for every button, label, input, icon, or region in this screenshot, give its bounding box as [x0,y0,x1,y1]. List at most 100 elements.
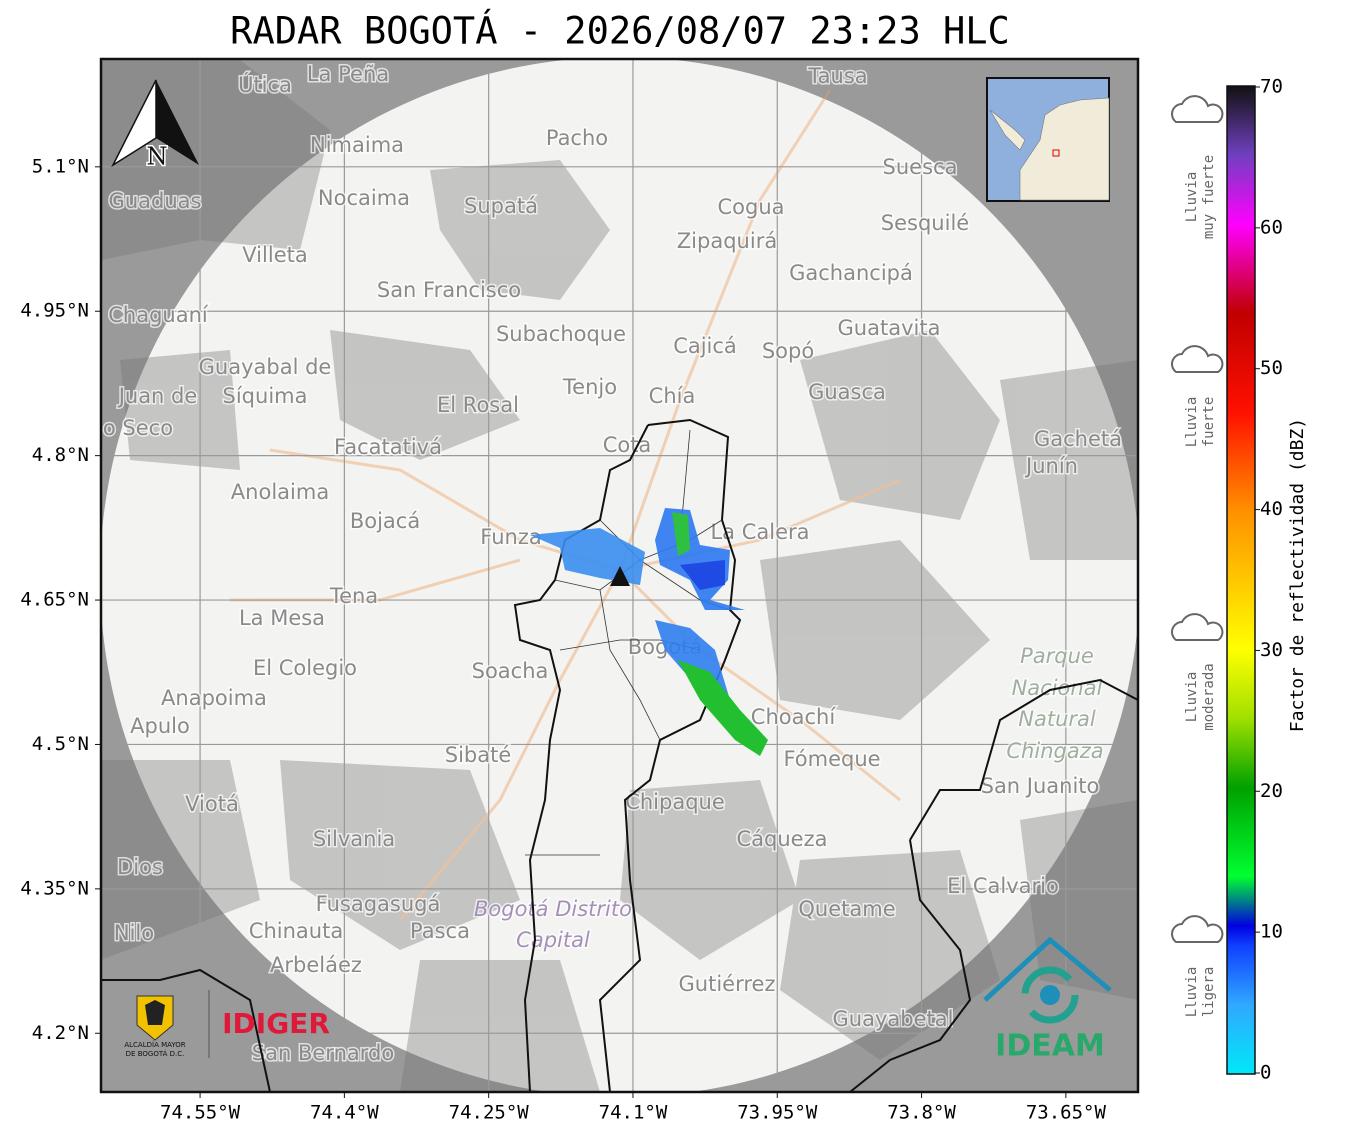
y-tick-label: 4.65°N [20,589,89,611]
place-label: El Rosal [437,393,519,417]
category-line: Lluvia [1184,967,1200,1018]
weather-icon [1171,613,1224,641]
place-label: Facatativá [334,435,442,459]
place-label: Nilo [114,921,154,945]
y-tick-label: 4.8°N [32,444,89,466]
alcaldia-line: ALCALDÍA MAYOR [124,1040,185,1049]
place-label: Chipaque [625,790,725,814]
x-tick-label: 73.65°W [1026,1102,1107,1124]
ideam-logo: IDEAM [995,1029,1105,1064]
place-label: Fusagasugá [316,892,441,916]
place-label: Útica [238,72,292,97]
place-label: Quetame [798,897,895,921]
colorbar-tick-label: 0 [1260,1062,1271,1084]
x-tick-label: 74.4°W [310,1102,379,1124]
place-label: Gachetá [1034,427,1122,451]
place-label: Nimaima [310,133,404,157]
y-tick-label: 4.95°N [20,300,89,322]
place-label: Tena [329,584,378,608]
place-label: Subachoque [496,322,626,346]
place-label: Cogua [717,195,784,219]
place-label: Anapoima [161,686,267,710]
place-label: Sesquilé [881,211,969,235]
rain-categories: Lluviamuy fuerteLluviafuerteLluviamodera… [1171,95,1224,1018]
category-line: moderada [1201,663,1217,730]
place-label: Capital [516,928,590,952]
place-label: Chinauta [249,919,343,943]
alcaldia-line: DE BOGOTÁ D.C. [126,1049,185,1058]
place-label: Chía [649,384,696,408]
category-label: Lluvialigera [1184,967,1217,1018]
category-line: ligera [1201,967,1217,1018]
axes: 74.55°W 74.4°W 74.25°W 74.1°W 73.95°W 73.8°W 7… [20,155,1106,1123]
place-label: Gachancipá [789,261,913,285]
colorbar-tick-label: 10 [1260,921,1283,943]
place-label: Tenjo [562,375,617,399]
place-label: Soacha [472,659,549,683]
x-tick-label: 74.55°W [160,1102,241,1124]
weather-icon [1171,915,1224,943]
place-label: Zipaquirá [677,229,777,253]
logos: ALCALDÍA MAYOR DE BOGOTÁ D.C. IDIGER IDE… [124,936,1112,1064]
north-arrow: N [111,79,199,172]
place-label: Guayabal de [199,355,332,379]
place-label: Chingaza [1006,739,1103,763]
radar-site [610,566,630,586]
place-label: Apulo [130,714,190,738]
category-label: Lluviafuerte [1184,397,1217,448]
category-line: Lluvia [1184,397,1200,448]
x-tick-label: 73.95°W [737,1102,818,1124]
y-tick-label: 4.2°N [32,1022,89,1044]
place-label: Pasca [410,919,470,943]
boundaries [101,418,1138,1092]
colorbar-tick-label: 60 [1260,216,1283,238]
place-label: Viotá [185,792,239,816]
place-label: Guatavita [838,316,941,340]
y-tick-label: 5.1°N [32,155,89,177]
weather-icon [1171,95,1224,123]
place-label: Pacho [546,126,608,150]
category-line: fuerte [1201,397,1217,448]
place-label: Suesca [883,155,958,179]
place-label: La Mesa [239,606,325,630]
place-label: Síquima [223,384,308,408]
place-label: El Colegio [253,656,357,680]
place-label: Gutiérrez [679,972,776,996]
place-label: Villeta [242,243,307,267]
inset-map [986,77,1110,202]
y-tick-label: 4.35°N [20,877,89,899]
place-label: Arbeláez [270,953,362,977]
place-label: San Bernardo [252,1041,394,1065]
place-label: El Calvario [947,874,1059,898]
place-label: Sopó [762,339,814,363]
place-label: Junín [1024,454,1078,478]
place-label: Bogotá Distrito [474,897,632,921]
place-label: Nacional [1012,676,1103,700]
colorbar-label: Factor de reflectividad (dBZ) [1287,418,1308,732]
place-labels: La Peña Útica Tausa Pacho Nimaima Guaduas Noca… [101,61,1123,1067]
place-label: Juan de [117,384,198,408]
y-tick-label: 4.5°N [32,733,89,755]
place-label: Choachí [751,705,837,729]
place-label: Silvania [313,827,395,851]
category-line: Lluvia [1184,172,1200,223]
place-label: Supatá [464,194,538,218]
place-label: San Juanito [981,774,1100,798]
place-label: Cáqueza [737,827,828,851]
north-label: N [147,143,168,171]
place-label: Funza [480,525,541,549]
place-label: Natural [1018,707,1096,731]
place-label: o Seco [103,416,173,440]
place-label: Guaduas [109,189,202,213]
place-label: Parque [1020,644,1094,668]
place-label: Dios [117,855,163,879]
colorbar [1226,85,1256,1075]
place-label: Nocaima [318,186,410,210]
colorbar-tick-label: 30 [1260,639,1283,661]
place-label: Guayabetal [833,1007,954,1031]
place-label: Tausa [807,64,867,88]
title: RADAR BOGOTÁ - 2026/08/07 23:23 HLC [230,9,1010,53]
place-label: Cota [603,433,652,457]
place-label: Guasca [808,380,886,404]
